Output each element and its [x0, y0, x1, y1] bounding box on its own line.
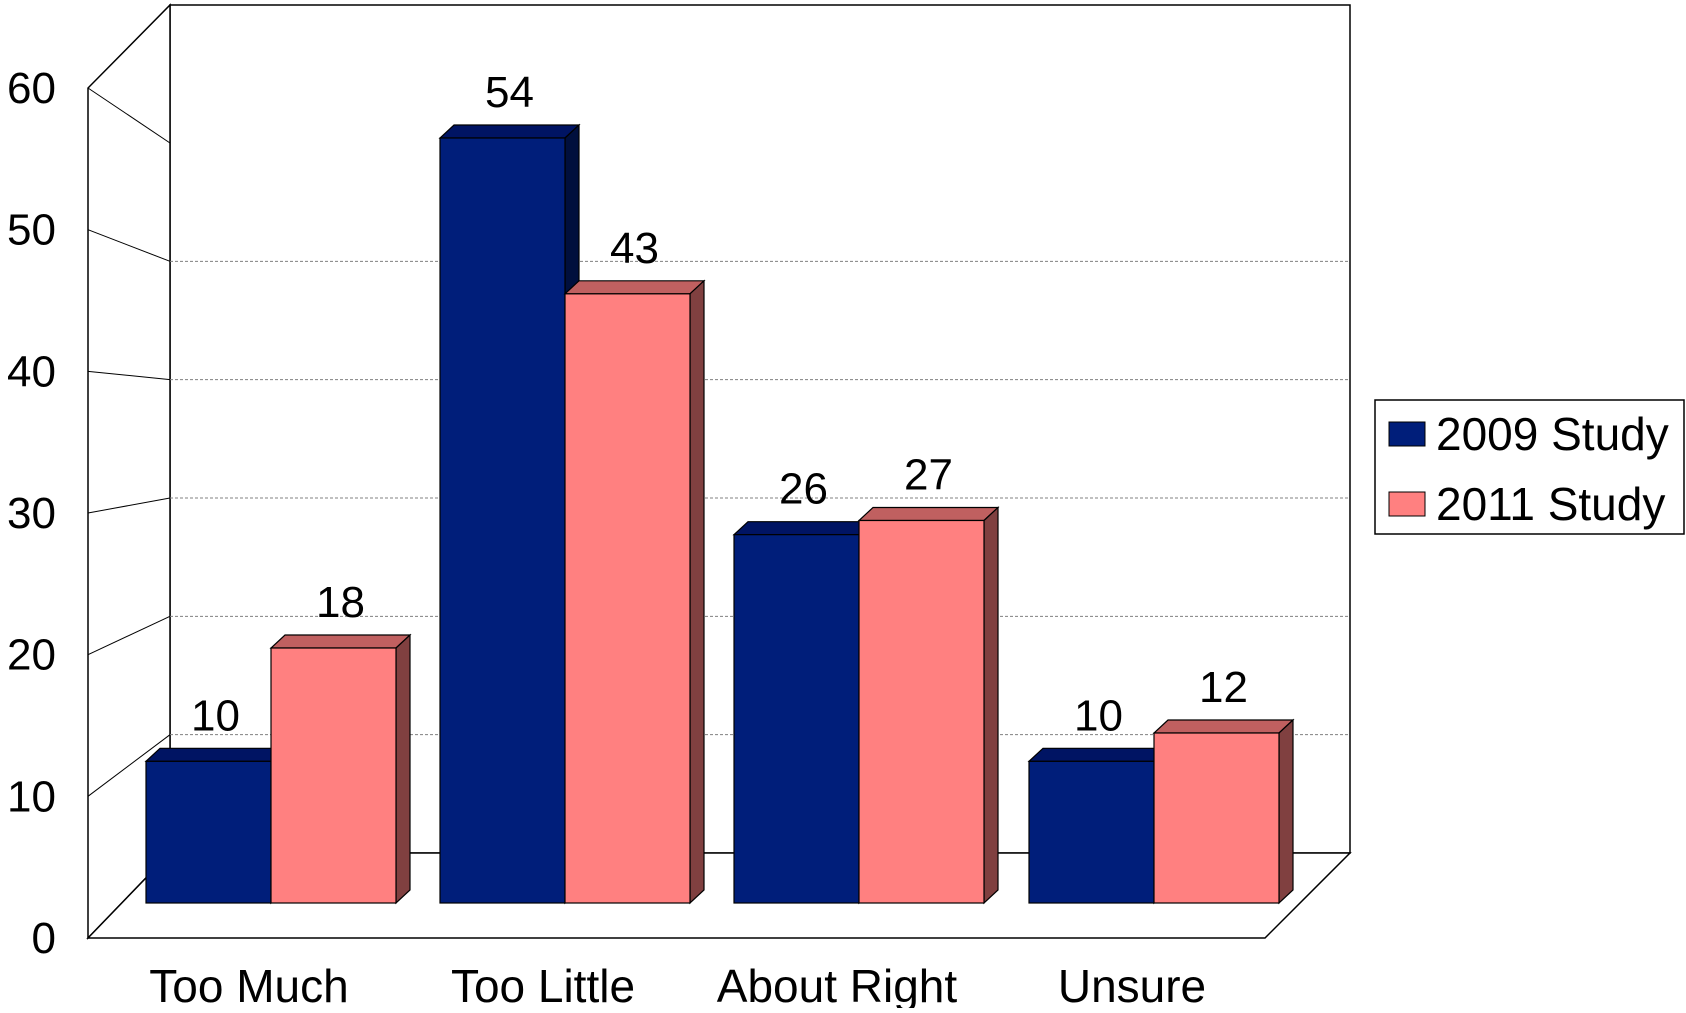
bar	[145, 760, 272, 904]
side-wall-gridline	[87, 734, 171, 797]
y-tick-label: 60	[7, 64, 56, 113]
y-tick-label: 30	[7, 489, 56, 538]
legend-swatch	[1388, 491, 1426, 517]
data-label: 27	[904, 451, 953, 500]
side-wall-gridline	[87, 370, 171, 381]
data-label: 10	[1074, 691, 1123, 740]
data-label: 18	[316, 578, 365, 627]
y-tick-label: 40	[7, 347, 56, 396]
y-tick-label: 20	[7, 631, 56, 680]
data-label: 12	[1199, 663, 1248, 712]
bar-side	[395, 633, 411, 905]
bar-side	[689, 279, 705, 905]
bar-top	[857, 506, 1000, 522]
data-label: 43	[610, 224, 659, 273]
bar-top	[144, 747, 287, 762]
x-category-label: Too Little	[451, 960, 635, 1008]
side-wall-gridline	[87, 497, 171, 514]
side-wall-gridline	[87, 615, 171, 656]
data-label: 26	[779, 465, 828, 514]
legend-swatch	[1388, 421, 1426, 447]
bar-top	[269, 634, 412, 649]
data-labels: 10 54 26 10 18 43 27 12	[191, 68, 1248, 740]
bar	[858, 519, 985, 904]
side-wall-gridline	[87, 229, 171, 262]
bar-top	[732, 521, 875, 536]
x-category-label: About Right	[717, 960, 958, 1008]
x-category-label: Unsure	[1058, 960, 1206, 1008]
legend-label: 2009 Study	[1436, 408, 1669, 460]
bar	[270, 647, 397, 904]
legend: 2009 Study 2011 Study	[1374, 399, 1685, 535]
legend-box	[1374, 399, 1685, 535]
bars	[144, 123, 1295, 905]
data-label: 10	[191, 691, 240, 740]
legend-label: 2011 Study	[1436, 478, 1665, 530]
bar-side	[1278, 718, 1294, 905]
bar-top	[1152, 719, 1295, 734]
y-tick-label: 50	[7, 206, 56, 255]
bar-top	[1027, 747, 1170, 762]
data-label: 54	[485, 68, 534, 117]
y-tick-label: 0	[32, 914, 56, 963]
x-axis-categories: Too Much Too Little About Right Unsure	[149, 960, 1206, 1012]
y-axis-ticks: 0 10 20 30 40 50 60	[7, 64, 56, 963]
bar-top	[438, 124, 581, 139]
bar	[439, 137, 566, 904]
side-wall-gridline	[87, 87, 171, 144]
bar-side	[983, 506, 999, 905]
y-tick-label: 10	[7, 772, 56, 821]
bar-top	[563, 280, 706, 295]
bar	[733, 534, 860, 904]
bar	[564, 293, 691, 904]
x-category-label: Too Much	[149, 960, 348, 1008]
bar	[1028, 760, 1155, 904]
bar	[1153, 732, 1280, 904]
